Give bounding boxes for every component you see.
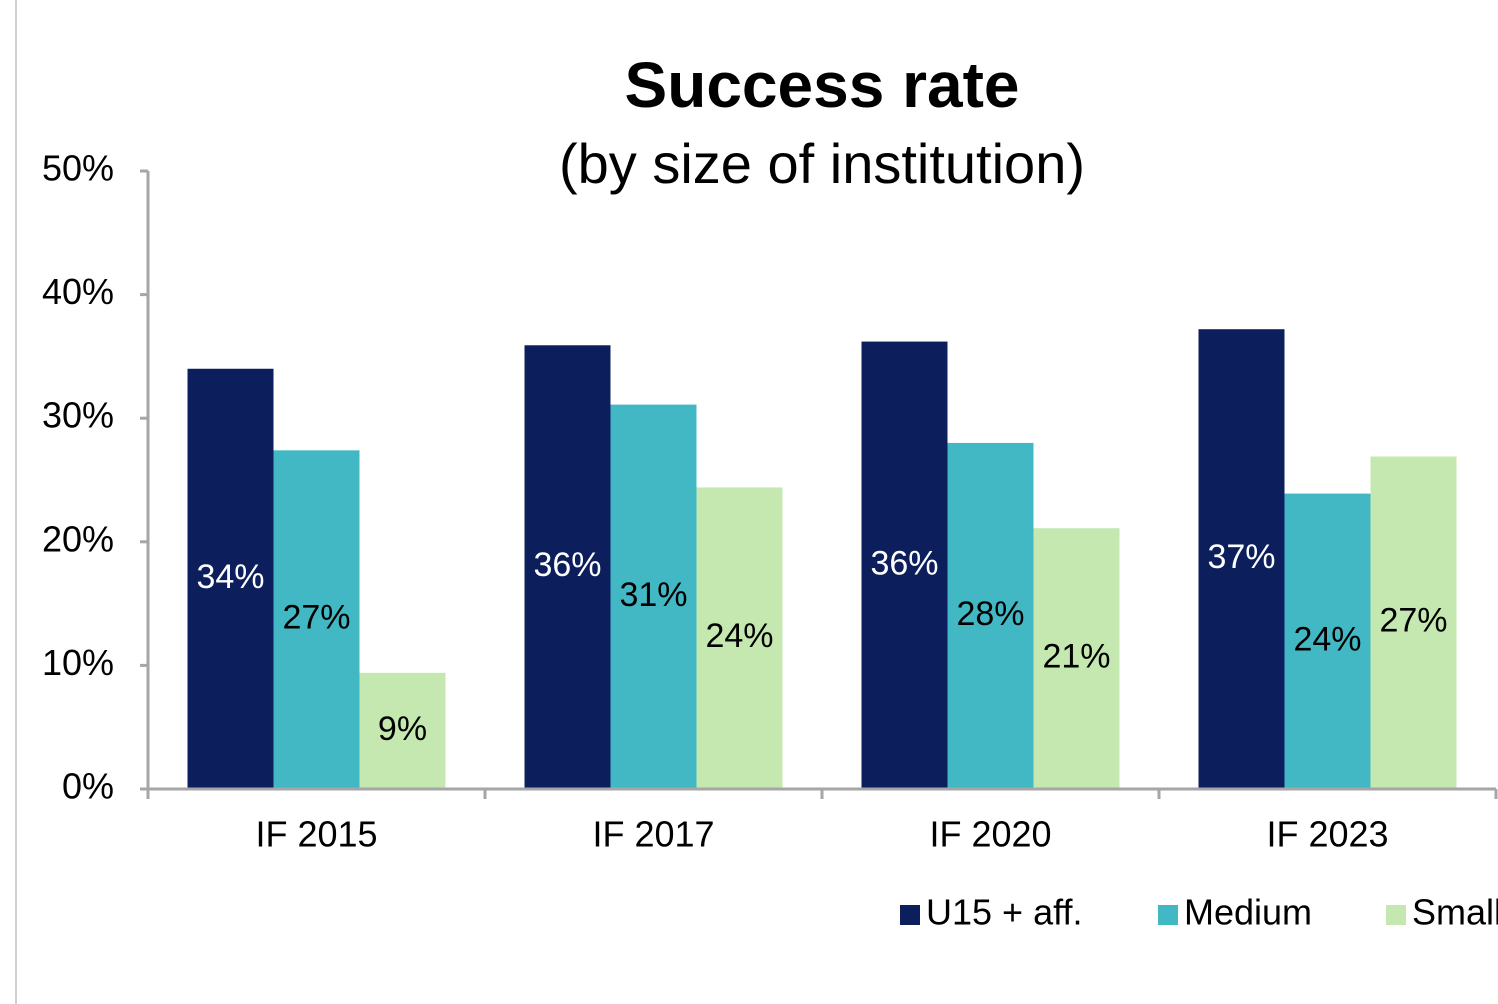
bar [1198,329,1285,789]
data-label: 27% [282,599,350,637]
chart-subtitle: (by size of institution) [559,132,1085,195]
bar [696,487,783,789]
bar [947,442,1034,789]
bar [1284,493,1371,789]
legend-swatch [900,905,920,925]
y-tick-label: 20% [42,518,114,559]
y-tick-label: 0% [62,766,114,807]
y-tick-label: 50% [42,148,114,189]
legend-label: U15 + aff. [926,892,1082,933]
x-tick-label: IF 2020 [929,814,1051,855]
data-label: 37% [1207,538,1275,576]
data-label: 31% [619,576,687,614]
data-label: 28% [956,595,1024,633]
bar [359,672,446,789]
legend-label: Medium [1184,892,1312,933]
bar [524,345,611,789]
y-tick-label: 30% [42,395,114,436]
data-label: 21% [1042,638,1110,676]
legend-swatch [1386,905,1406,925]
x-tick-label: IF 2017 [592,814,714,855]
legend-label: Small [1412,892,1498,933]
bar [1370,456,1457,789]
bar [273,450,360,789]
data-label: 34% [196,558,264,596]
y-tick-label: 40% [42,271,114,312]
bar [610,404,697,789]
data-label: 27% [1379,602,1447,640]
legend-swatch [1158,905,1178,925]
data-label: 24% [1293,620,1361,658]
bar [1033,528,1120,789]
data-label: 9% [378,710,427,748]
data-label: 24% [705,617,773,655]
data-label: 36% [870,544,938,582]
bar [187,368,274,789]
bar [861,341,948,789]
y-tick-label: 10% [42,642,114,683]
data-label: 36% [533,546,601,584]
x-tick-label: IF 2015 [255,814,377,855]
chart-title: Success rate [625,49,1020,121]
x-tick-label: IF 2023 [1266,814,1388,855]
